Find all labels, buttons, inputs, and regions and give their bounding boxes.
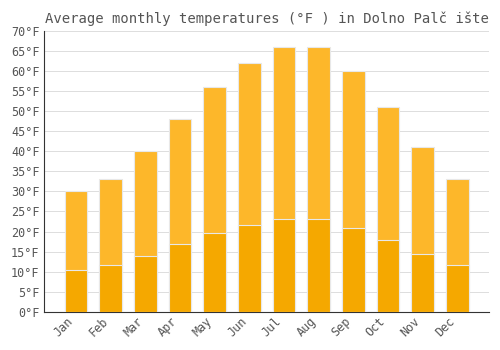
Bar (168, 119, 192, 312)
Bar (168, 244, 192, 312)
Bar (134, 151, 156, 312)
Bar (308, 219, 330, 312)
Bar (342, 228, 364, 312)
Bar (64, 270, 87, 312)
Bar (204, 233, 226, 312)
Bar (377, 107, 400, 312)
Bar (64, 191, 87, 312)
Bar (272, 219, 295, 312)
Bar (342, 71, 364, 312)
Bar (238, 63, 260, 312)
Bar (412, 147, 434, 312)
Bar (446, 265, 468, 312)
Bar (100, 265, 122, 312)
Bar (412, 254, 434, 312)
Title: Average monthly temperatures (°F ) in Dolno Palč ište: Average monthly temperatures (°F ) in Do… (44, 11, 488, 26)
Bar (377, 240, 400, 312)
Bar (134, 256, 156, 312)
Bar (308, 47, 330, 312)
Bar (272, 47, 295, 312)
Bar (204, 87, 226, 312)
Bar (238, 225, 260, 312)
Bar (446, 180, 468, 312)
Bar (100, 180, 122, 312)
